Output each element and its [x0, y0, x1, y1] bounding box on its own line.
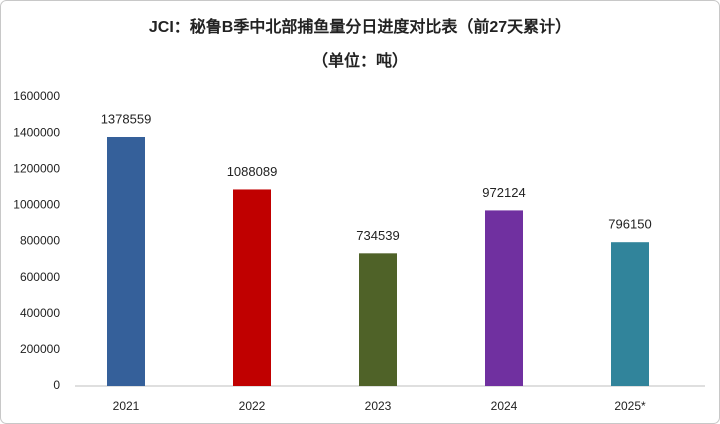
data-label: 734539	[356, 228, 399, 243]
y-tick-label: 0	[53, 378, 60, 392]
chart-subtitle: （单位：吨）	[312, 51, 408, 70]
bar	[611, 242, 649, 386]
x-tick-label: 2022	[239, 399, 266, 413]
y-tick-label: 1400000	[13, 125, 60, 139]
data-label: 1378559	[101, 111, 152, 126]
data-label: 972124	[482, 185, 525, 200]
y-tick-label: 1200000	[13, 161, 60, 175]
data-label: 1088089	[227, 164, 278, 179]
x-tick-label: 2024	[491, 399, 518, 413]
bar	[485, 210, 523, 386]
x-tick-label: 2025*	[614, 399, 646, 413]
bar	[359, 253, 397, 386]
y-tick-label: 1600000	[13, 89, 60, 103]
y-tick-label: 400000	[20, 306, 60, 320]
y-tick-label: 200000	[20, 342, 60, 356]
x-tick-label: 2023	[365, 399, 392, 413]
data-label: 796150	[608, 217, 651, 232]
chart-title: JCI：秘鲁B季中北部捕鱼量分日进度对比表（前27天累计）	[149, 17, 571, 36]
y-tick-label: 1000000	[13, 198, 60, 212]
y-tick-label: 600000	[20, 270, 60, 284]
bar	[107, 136, 145, 386]
x-tick-label: 2021	[113, 399, 140, 413]
bar	[233, 189, 271, 386]
y-tick-label: 800000	[20, 234, 60, 248]
